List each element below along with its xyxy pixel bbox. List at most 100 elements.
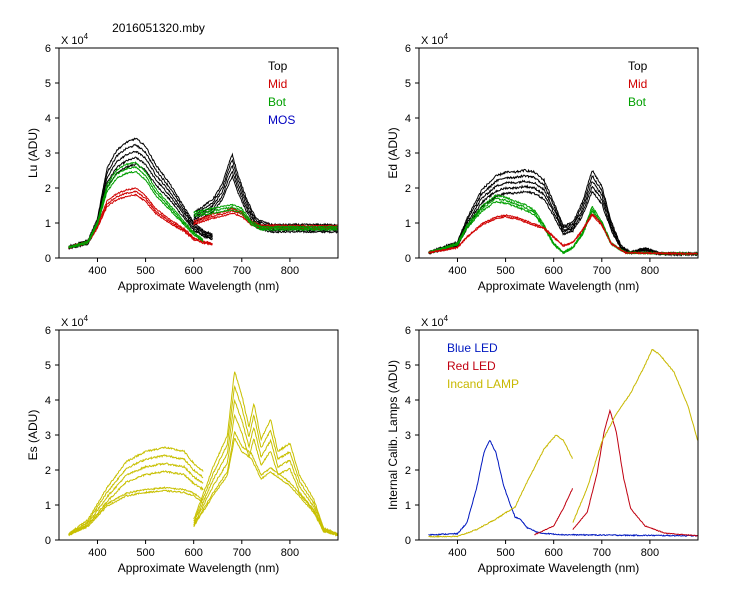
lu-legend-bot: Bot: [268, 95, 287, 109]
es-ytick-label: 5: [45, 360, 51, 372]
lamps-xtick-label: 500: [496, 547, 514, 559]
lu-ytick-label: 2: [45, 183, 51, 195]
lu-series-bot-line: [68, 161, 204, 248]
es-ytick-label: 6: [45, 325, 51, 337]
lamps-series-blue-led-line: [428, 439, 698, 537]
lamps-series-incand-lamp-line: [572, 348, 698, 523]
lamps-xtick-label: 800: [641, 547, 659, 559]
es-series-es-low-line: [68, 489, 204, 537]
lamps-legend-blue-led: Blue LED: [447, 341, 498, 355]
panel-lamps: 400 500 600 700 800 0 1 2 3 4 5 6 X 104 Approximate W…: [386, 314, 699, 575]
ed-xtick-label: 800: [641, 265, 659, 277]
es-series-group: [68, 371, 338, 537]
es-ytick-label: 3: [45, 430, 51, 442]
lu-ytick-label: 1: [45, 218, 51, 230]
lamps-ytick-label: 3: [405, 430, 411, 442]
lamps-series-incand-lamp-line: [428, 434, 573, 538]
ed-ytick-label: 1: [405, 218, 411, 230]
lu-legend-mid: Mid: [268, 77, 287, 91]
lu-xtick-label: 500: [136, 265, 154, 277]
lamps-ytick-label: 2: [405, 465, 411, 477]
ed-series-group: [428, 168, 698, 257]
lamps-xtick-label: 400: [448, 547, 466, 559]
es-xtick-label: 500: [136, 547, 154, 559]
lu-y-axis-label: Lu (ADU): [26, 128, 40, 178]
lu-series-mid-line: [68, 193, 213, 249]
lu-ytick-label: 5: [45, 78, 51, 90]
lu-series-top-line: [193, 152, 338, 227]
lamps-legend-red-led: Red LED: [447, 359, 496, 373]
ed-ytick-label: 4: [405, 113, 411, 125]
lamps-x-axis-label: Approximate Wavelength (nm): [478, 561, 640, 575]
es-xtick-label: 600: [185, 547, 203, 559]
ed-xtick-label: 400: [448, 265, 466, 277]
es-series-es-high-line: [68, 446, 204, 536]
ed-series-top-line: [428, 174, 698, 256]
lu-series-bot-line: [68, 165, 204, 249]
es-xtick-label: 800: [281, 547, 299, 559]
es-x-axis-label: Approximate Wavelength (nm): [118, 561, 280, 575]
lu-xtick-label: 700: [233, 265, 251, 277]
lu-legend-top: Top: [268, 59, 288, 73]
es-series-es-high-line: [193, 398, 338, 536]
lu-ytick-label: 0: [45, 253, 51, 265]
lamps-ytick-label: 4: [405, 395, 411, 407]
ed-ytick-label: 3: [405, 148, 411, 160]
lamps-ytick-label: 6: [405, 325, 411, 337]
ed-xtick-label: 500: [496, 265, 514, 277]
ed-series-bot-line: [428, 200, 698, 256]
lamps-y-axis-label: Internal Calib. Lamps (ADU): [386, 360, 400, 510]
lu-legend-mos: MOS: [268, 113, 295, 127]
lamps-ytick-label: 0: [405, 535, 411, 547]
es-xtick-label: 400: [88, 547, 106, 559]
ed-legend-top: Top: [628, 59, 648, 73]
es-ytick-label: 2: [45, 465, 51, 477]
lu-series-top-line: [68, 137, 213, 248]
lu-series-bot-line: [193, 209, 338, 232]
ed-ytick-label: 0: [405, 253, 411, 265]
panel-es: 400 500 600 700 800 0 1 2 3 4 5 6 X 104 Approximate W…: [26, 314, 339, 575]
ed-plot-frame: [418, 47, 699, 259]
ed-axis-multiplier: X 104: [421, 32, 449, 47]
es-ytick-label: 0: [45, 535, 51, 547]
lamps-xtick-label: 600: [545, 547, 563, 559]
es-series-es-high-line: [193, 384, 338, 536]
lamps-xtick-label: 700: [593, 547, 611, 559]
lu-x-axis-label: Approximate Wavelength (nm): [118, 279, 280, 293]
es-series-es-high-line: [193, 413, 338, 537]
ed-legend-mid: Mid: [628, 77, 647, 91]
lu-series-bot-line: [193, 203, 338, 229]
lu-series-top-line: [68, 150, 213, 248]
ed-ytick-label: 2: [405, 183, 411, 195]
ed-legend-bot: Bot: [628, 95, 647, 109]
lu-xtick-label: 600: [185, 265, 203, 277]
lamps-ytick-label: 1: [405, 500, 411, 512]
lamps-series-group: [428, 348, 698, 538]
lamps-legend-incand-lamp: Incand LAMP: [447, 377, 519, 391]
es-series-es-high-line: [68, 454, 204, 535]
lu-axis-multiplier: X 104: [61, 32, 89, 47]
es-series-es-low-line: [68, 486, 204, 535]
lu-xtick-label: 400: [88, 265, 106, 277]
ed-xtick-label: 600: [545, 265, 563, 277]
panel-lu: 400 500 600 700 800 0 1 2 3 4 5 6 X 104 Approximate W…: [26, 21, 339, 293]
ed-y-axis-label: Ed (ADU): [386, 127, 400, 178]
lamps-series-red-led-line: [534, 488, 573, 536]
lamps-series-red-led-line: [572, 408, 698, 537]
lu-series-group: [68, 137, 338, 250]
es-series-es-low-line: [193, 430, 338, 536]
lu-chart-title: 2016051320.mby: [112, 21, 205, 35]
ed-series-top-line: [428, 168, 698, 256]
panel-ed: 400 500 600 700 800 0 1 2 3 4 5 6 X 104 Approximate W…: [386, 32, 699, 293]
lamps-axis-multiplier: X 104: [421, 314, 449, 329]
es-series-es-low-line: [193, 437, 338, 536]
es-y-axis-label: Es (ADU): [26, 410, 40, 461]
es-series-es-high-line: [68, 462, 204, 536]
es-ytick-label: 4: [45, 395, 51, 407]
ed-ytick-label: 5: [405, 78, 411, 90]
lu-xtick-label: 800: [281, 265, 299, 277]
ed-ytick-label: 6: [405, 43, 411, 55]
es-axis-multiplier: X 104: [61, 314, 89, 329]
ed-x-axis-label: Approximate Wavelength (nm): [478, 279, 640, 293]
